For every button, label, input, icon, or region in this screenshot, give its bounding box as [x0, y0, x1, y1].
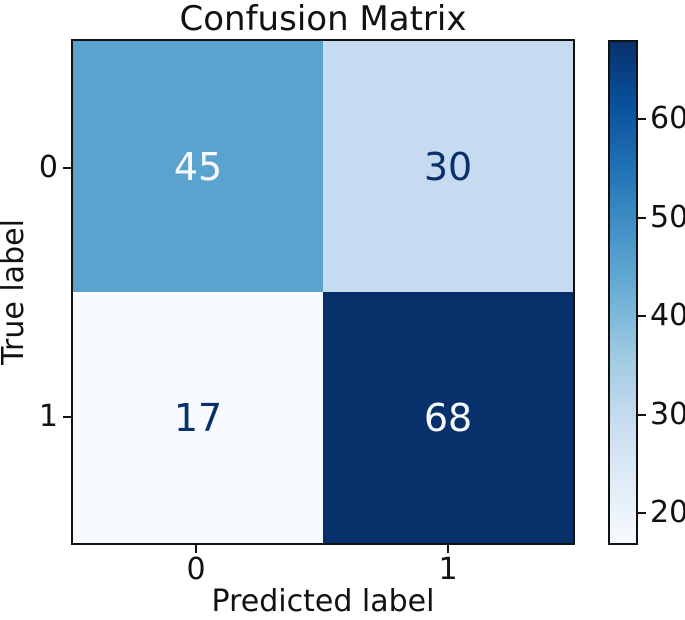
matrix-cell-true1-pred0: 17 [73, 292, 323, 543]
y-tick-label-1: 1 [38, 399, 58, 434]
matrix-cell-true0-pred0: 45 [73, 41, 323, 292]
colorbar-tick-mark-30 [638, 414, 646, 416]
y-tick-mark-0 [63, 167, 71, 169]
heatmap-axes: 45 30 17 68 [71, 39, 575, 545]
x-tick-mark-1 [447, 545, 449, 553]
y-tick-mark-1 [63, 416, 71, 418]
y-axis-label: True label [0, 219, 31, 365]
chart-title: Confusion Matrix [179, 0, 467, 39]
colorbar-tick-mark-20 [638, 512, 646, 514]
colorbar-tick-mark-60 [638, 118, 646, 120]
colorbar-tick-label-20: 20 [650, 495, 685, 530]
colorbar-tick-label-30: 30 [650, 397, 685, 432]
colorbar [608, 40, 638, 545]
colorbar-tick-label-40: 40 [650, 298, 685, 333]
colorbar-tick-label-60: 60 [650, 101, 685, 136]
matrix-cell-true1-pred1: 68 [323, 292, 573, 543]
x-axis-label: Predicted label [211, 584, 435, 619]
x-tick-mark-0 [195, 545, 197, 553]
colorbar-tick-mark-40 [638, 315, 646, 317]
colorbar-tick-label-50: 50 [650, 200, 685, 235]
x-tick-label-0: 0 [186, 552, 206, 587]
y-tick-label-0: 0 [38, 150, 58, 185]
matrix-cell-true0-pred1: 30 [323, 41, 573, 292]
colorbar-tick-mark-50 [638, 217, 646, 219]
x-tick-label-1: 1 [438, 552, 458, 587]
